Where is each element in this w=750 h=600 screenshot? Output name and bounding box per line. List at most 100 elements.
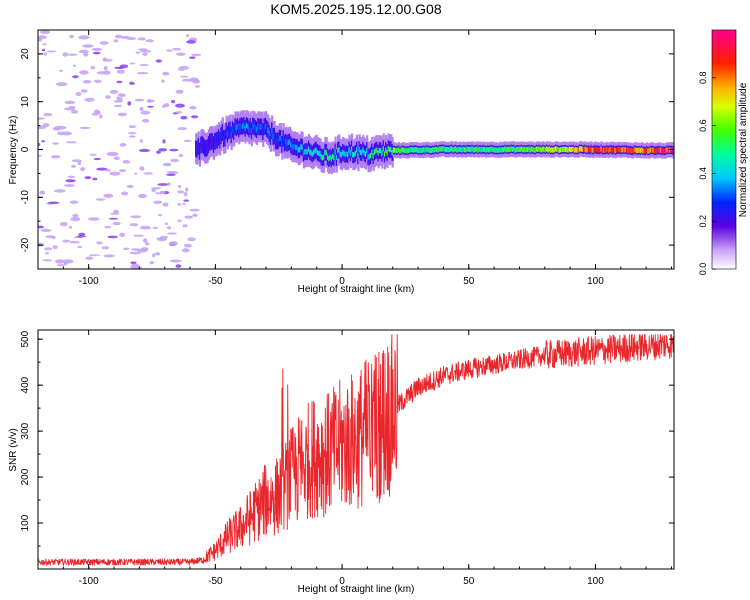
signal-core [546, 146, 549, 152]
snr-panel: -100 -50 0 50 100 100 200 300 400 500 Height of … [8, 329, 675, 595]
signal-core [377, 150, 380, 156]
noise-speckle [104, 225, 112, 229]
noise-speckle [194, 85, 201, 88]
spectrogram-noise-region [38, 30, 202, 269]
signal-core [226, 131, 229, 137]
signal-core [580, 146, 583, 152]
noise-speckle [175, 103, 185, 108]
signal-core [630, 148, 634, 154]
noise-speckle [175, 89, 184, 94]
noise-speckle [47, 201, 60, 205]
signal-core [449, 146, 452, 152]
noise-speckle [159, 190, 166, 194]
snr-frame [37, 329, 675, 570]
noise-speckle [85, 256, 94, 260]
signal-core [316, 149, 319, 155]
noise-speckle [126, 37, 137, 40]
spectrogram-y-axis-label: Frequency (Hz) [8, 116, 19, 185]
signal-core [229, 127, 232, 133]
signal-core [259, 124, 262, 130]
signal-core [375, 148, 378, 154]
signal-core [209, 139, 212, 145]
noise-speckle [162, 104, 166, 108]
signal-core [388, 147, 392, 153]
signal-core [530, 146, 533, 152]
signal-core [614, 147, 617, 154]
noise-speckle [177, 190, 185, 194]
snr-x-ticks: -100 -50 0 50 100 [62, 330, 672, 587]
noise-speckle [128, 125, 137, 129]
signal-core [484, 146, 487, 153]
signal-core [249, 123, 252, 130]
signal-core [490, 146, 493, 152]
noise-speckle [139, 166, 145, 171]
noise-speckle [130, 261, 137, 265]
signal-core [605, 146, 608, 153]
colorbar-label: Normalized spectral amplitude [738, 82, 749, 217]
signal-core [362, 147, 365, 153]
signal-core [331, 153, 335, 160]
noise-speckle [38, 143, 41, 146]
signal-core [394, 147, 397, 153]
noise-speckle [189, 105, 197, 110]
noise-speckle [119, 232, 126, 237]
noise-speckle [40, 228, 52, 232]
noise-speckle [140, 50, 152, 53]
signal-core [594, 146, 597, 152]
signal-core [198, 148, 202, 154]
signal-core [514, 147, 517, 153]
signal-core [660, 147, 663, 153]
noise-speckle [96, 110, 101, 115]
signal-core [655, 148, 658, 154]
signal-core [518, 146, 521, 153]
noise-speckle [138, 193, 147, 199]
signal-core [352, 152, 355, 158]
signal-core [581, 146, 584, 152]
noise-speckle [156, 237, 165, 240]
noise-speckle [166, 232, 178, 235]
signal-core [486, 146, 489, 153]
signal-core [438, 146, 441, 152]
signal-core [571, 146, 574, 153]
noise-speckle [171, 99, 176, 104]
noise-speckle [52, 142, 59, 145]
spectrogram-signal-track [195, 110, 674, 175]
noise-speckle [119, 169, 127, 173]
signal-core [603, 147, 606, 153]
noise-speckle [192, 213, 198, 217]
signal-core [636, 147, 639, 154]
signal-core [288, 139, 292, 145]
noise-speckle [79, 70, 89, 75]
signal-core [277, 138, 280, 144]
signal-core [442, 146, 445, 152]
signal-core [424, 147, 427, 154]
noise-speckle [184, 243, 192, 248]
signal-core [496, 147, 499, 153]
signal-core [566, 147, 569, 153]
noise-speckle [88, 217, 100, 221]
signal-core [236, 124, 240, 130]
signal-core [409, 147, 412, 153]
signal-core [321, 155, 324, 161]
signal-core [357, 153, 360, 159]
x-tick-label: 0 [339, 276, 345, 287]
signal-core [472, 147, 475, 153]
signal-core [539, 146, 542, 153]
signal-core [434, 146, 437, 152]
signal-core [273, 133, 276, 139]
signal-core [290, 142, 293, 148]
noise-speckle [183, 192, 188, 197]
noise-speckle [96, 167, 108, 171]
signal-core [318, 150, 321, 156]
noise-speckle [99, 114, 103, 119]
signal-core [435, 146, 438, 153]
signal-core [211, 138, 214, 145]
noise-speckle [84, 97, 95, 102]
signal-core [278, 135, 281, 141]
signal-core [599, 147, 602, 153]
signal-core [495, 147, 498, 153]
noise-speckle [65, 179, 76, 183]
signal-core [663, 148, 667, 154]
signal-core [452, 147, 455, 153]
signal-core [348, 147, 351, 153]
